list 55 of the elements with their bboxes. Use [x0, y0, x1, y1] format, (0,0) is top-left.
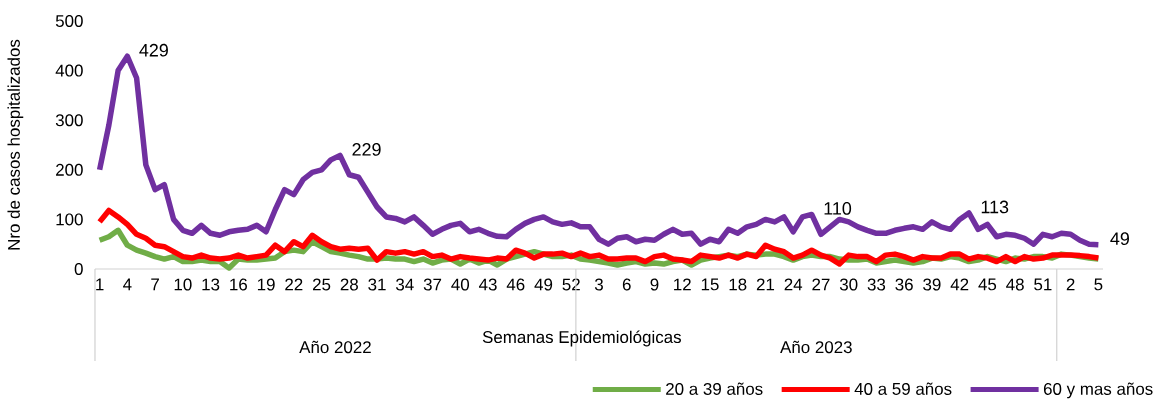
x-tick-label: 10 — [174, 278, 192, 291]
x-tick-label: 12 — [674, 278, 691, 291]
y-tick-label: 300 — [55, 114, 83, 127]
x-tick-label: 28 — [340, 278, 358, 291]
x-tick-label: 13 — [202, 278, 220, 291]
y-tick-label: 400 — [55, 64, 83, 77]
x-tick-label: 24 — [784, 278, 803, 291]
y-tick-label: 500 — [55, 15, 83, 27]
x-tick-label: 6 — [622, 278, 631, 291]
x-tick-label: 16 — [230, 278, 247, 291]
data-label: 113 — [981, 200, 1009, 214]
x-tick-label: 33 — [867, 278, 886, 291]
data-label: 229 — [352, 143, 381, 156]
x-tick-label: 22 — [285, 278, 303, 291]
x-tick-label: 48 — [1006, 278, 1024, 291]
x-tick-label: 27 — [812, 278, 830, 291]
x-tick-label: 4 — [123, 278, 132, 291]
x-tick-label: 5 — [1094, 278, 1103, 291]
x-tick-label: 19 — [257, 278, 275, 291]
data-label: 110 — [824, 202, 852, 215]
y-tick-label: 200 — [56, 163, 83, 176]
x-tick-label: 36 — [895, 278, 913, 291]
x-tick-label: 25 — [312, 278, 331, 291]
x-tick-label: 42 — [950, 278, 969, 291]
x-tick-label: 46 — [506, 278, 525, 291]
x-tick-label: 1 — [96, 278, 104, 291]
x-tick-label: 18 — [729, 278, 747, 291]
legend-label: 20 a 39 años — [666, 382, 763, 395]
text: Año 2023 — [780, 340, 852, 354]
x-tick-label: 30 — [839, 278, 858, 291]
x-tick-label: 3 — [594, 278, 603, 291]
x-tick-label: 40 — [451, 278, 470, 291]
x-tick-label: 37 — [423, 278, 442, 291]
x-tick-label: 52 — [562, 278, 580, 291]
x-tick-label: 9 — [650, 278, 659, 291]
legend-label: 40 a 59 años — [854, 382, 952, 395]
x-tick-label: 43 — [478, 278, 497, 291]
data-label: 429 — [139, 43, 168, 57]
y-axis-title: Nro de casos hospitalizados — [7, 39, 24, 250]
x-tick-label: 45 — [978, 278, 997, 291]
x-tick-label: 39 — [923, 278, 941, 291]
x-axis-title: Semanas Epidemiológicas — [482, 330, 681, 347]
x-tick-label: 7 — [151, 278, 159, 291]
legend-label: 60 y mas años — [1043, 382, 1153, 399]
x-tick-label: 21 — [756, 278, 775, 291]
y-tick-label: 0 — [74, 263, 83, 275]
y-tick-label: 100 — [56, 213, 83, 226]
x-tick-label: 51 — [1034, 278, 1052, 291]
x-tick-label: 31 — [368, 278, 386, 291]
text: Año 2022 — [299, 340, 371, 354]
x-tick-label: 49 — [534, 278, 553, 291]
x-tick-label: 15 — [701, 278, 719, 291]
x-tick-label: 2 — [1066, 278, 1075, 291]
data-label: 49 — [1110, 232, 1129, 246]
x-tick-label: 34 — [396, 278, 414, 291]
